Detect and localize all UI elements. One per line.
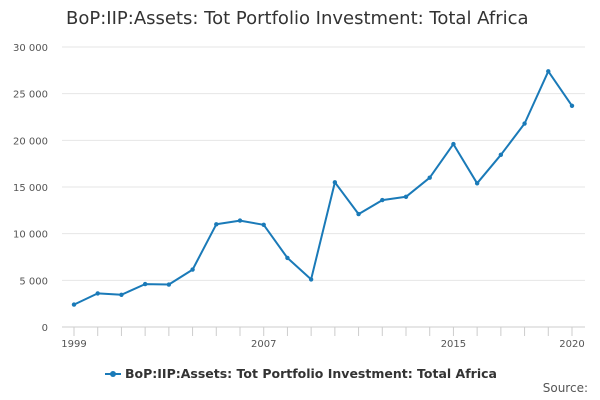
y-tick-label: 20 000 — [13, 136, 48, 147]
data-point — [332, 180, 338, 185]
y-tick-label: 0 — [42, 323, 48, 334]
legend-swatch-icon — [105, 370, 121, 377]
data-point — [261, 222, 266, 227]
data-point — [119, 292, 124, 297]
data-point — [356, 211, 361, 217]
series-line — [73, 70, 573, 306]
y-tick-label: 25 000 — [13, 90, 48, 101]
x-tick-label: 2007 — [251, 339, 276, 350]
data-point — [498, 152, 504, 157]
y-tick-label: 30 000 — [13, 43, 48, 54]
data-point — [142, 281, 148, 287]
data-point — [380, 197, 385, 203]
data-point — [403, 194, 409, 199]
x-tick-label: 2015 — [441, 339, 466, 350]
legend-label: BoP:IIP:Assets: Tot Portfolio Investment… — [125, 366, 497, 381]
data-point — [237, 218, 243, 223]
source-label: Source: — [542, 381, 588, 395]
data-point — [451, 141, 456, 147]
data-point — [474, 181, 480, 186]
data-point — [285, 255, 290, 261]
y-tick-label: 5 000 — [19, 276, 48, 287]
y-tick-label: 15 000 — [13, 183, 48, 194]
data-point — [427, 175, 432, 180]
data-point — [546, 69, 551, 74]
data-point — [71, 302, 77, 307]
legend[interactable]: BoP:IIP:Assets: Tot Portfolio Investment… — [105, 366, 497, 381]
data-point — [522, 121, 527, 126]
data-point — [95, 291, 100, 296]
x-tick-label: 1999 — [61, 339, 86, 350]
y-tick-label: 10 000 — [13, 230, 48, 241]
data-point — [214, 222, 219, 227]
data-point — [569, 103, 575, 109]
data-point — [190, 267, 195, 272]
data-point — [166, 282, 172, 287]
data-point — [308, 277, 314, 282]
chart-title: BoP:IIP:Assets: Tot Portfolio Investment… — [66, 8, 529, 29]
x-tick-label: 2020 — [559, 339, 584, 350]
